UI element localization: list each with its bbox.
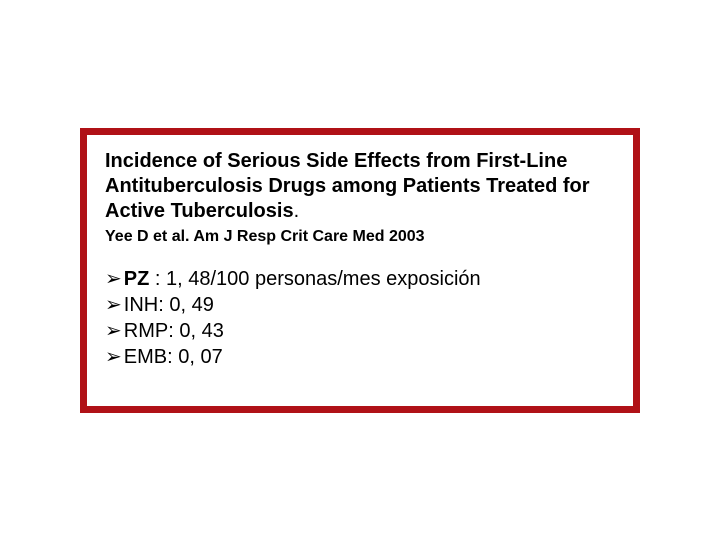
content-frame: Incidence of Serious Side Effects from F… [80,128,640,413]
list-item: ➢ INH: 0, 49 [105,292,615,318]
bullet-label: INH [124,294,158,316]
bullet-content: INH: 0, 49 [124,292,214,318]
citation: Yee D et al. Am J Resp Crit Care Med 200… [105,228,615,246]
bullet-content: PZ : 1, 48/100 personas/mes exposición [124,266,481,292]
bullet-value: 0, 43 [179,320,223,342]
bullet-value: 0, 07 [178,346,222,368]
bullet-sep: : [168,320,179,342]
chevron-right-icon: ➢ [105,292,122,318]
bullet-label: PZ [124,268,150,290]
chevron-right-icon: ➢ [105,266,122,292]
title-period: . [294,200,300,222]
bullet-list: ➢ PZ : 1, 48/100 personas/mes exposición… [105,266,615,370]
bullet-sep: : [149,268,166,290]
bullet-content: RMP: 0, 43 [124,318,224,344]
title-text: Incidence of Serious Side Effects from F… [105,150,590,222]
bullet-sep: : [158,294,169,316]
bullet-value: 0, 49 [169,294,213,316]
list-item: ➢ RMP: 0, 43 [105,318,615,344]
bullet-sep: : [167,346,178,368]
title: Incidence of Serious Side Effects from F… [105,149,615,224]
list-item: ➢ EMB: 0, 07 [105,344,615,370]
chevron-right-icon: ➢ [105,344,122,370]
bullet-content: EMB: 0, 07 [124,344,223,370]
bullet-label: EMB [124,346,167,368]
chevron-right-icon: ➢ [105,318,122,344]
bullet-label: RMP [124,320,168,342]
list-item: ➢ PZ : 1, 48/100 personas/mes exposición [105,266,615,292]
bullet-value: 1, 48/100 personas/mes exposición [166,268,481,290]
